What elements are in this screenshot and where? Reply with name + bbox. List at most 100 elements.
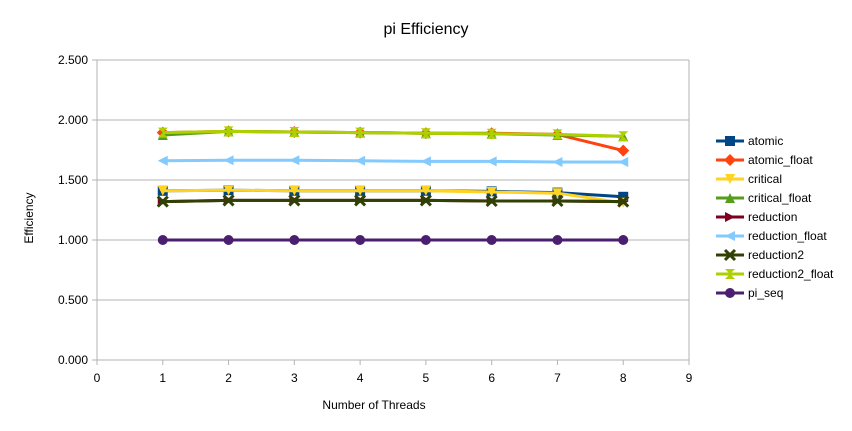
legend-label: reduction_float (748, 229, 827, 243)
data-point-critical (420, 185, 431, 196)
series-reduction2 (156, 194, 630, 208)
series-critical (157, 185, 629, 208)
legend-item-critical_float: critical_float (716, 191, 812, 205)
data-point-pi_seq (289, 235, 300, 245)
data-point-reduction2_float (157, 127, 168, 138)
marker-stroke (485, 194, 498, 208)
gridlines (97, 59, 689, 361)
data-point-reduction_float (289, 155, 300, 166)
data-point-reduction_float (618, 157, 629, 167)
legend-item-atomic: atomic (716, 134, 783, 148)
series-line-critical (162, 188, 624, 205)
data-point-pi_seq (355, 235, 366, 245)
data-point-reduction2 (288, 194, 301, 207)
legend-swatch-marker (724, 154, 736, 166)
data-point-reduction_float (157, 155, 168, 166)
data-point-reduction_float (552, 157, 563, 167)
data-point-reduction2_float (486, 128, 497, 139)
y-tick-label: 2.500 (58, 53, 88, 67)
legend-label: atomic_float (748, 153, 813, 167)
y-tick-label: 0.000 (58, 353, 88, 367)
data-point-reduction2_float (223, 126, 234, 137)
series-reduction2_float (157, 126, 629, 142)
legend-label: reduction2 (748, 248, 804, 262)
data-point-reduction2_float (420, 128, 431, 139)
legend-swatch-marker (725, 174, 735, 184)
data-point-critical (157, 185, 168, 196)
legend-label: atomic (748, 134, 783, 148)
series-line-reduction2 (162, 198, 624, 204)
legend-item-reduction2_float: reduction2_float (716, 267, 834, 281)
legend: atomic atomic_float critical critical_float… (716, 134, 834, 300)
data-point-reduction2 (551, 194, 564, 208)
data-point-pi_seq (618, 235, 629, 245)
data-point-critical (223, 185, 234, 196)
legend-swatch-marker (725, 212, 735, 222)
legend-item-reduction: reduction (716, 210, 797, 224)
data-point-reduction2 (222, 194, 235, 207)
y-tick-label: 2.000 (58, 113, 88, 127)
y-tick-label: 1.000 (58, 233, 88, 247)
data-point-atomic_float (617, 144, 630, 157)
data-point-reduction2 (485, 194, 498, 208)
series-group (156, 125, 630, 245)
legend-label: pi_seq (748, 286, 783, 300)
legend-swatch-marker (723, 248, 737, 262)
x-tick-label: 8 (620, 371, 627, 385)
data-point-pi_seq (552, 235, 563, 245)
data-point-reduction2_float (289, 127, 300, 137)
axes: 0.000 0.500 1.000 1.500 2.000 2.500 0 1 2 3 4 5 6 7 8 9 (58, 53, 693, 385)
data-point-critical (486, 187, 497, 197)
data-point-reduction2_float (355, 127, 366, 138)
legend-label: reduction2_float (748, 267, 834, 281)
x-tick-label: 2 (225, 371, 232, 385)
y-tick-label: 0.500 (58, 293, 88, 307)
legend-label: reduction (748, 210, 797, 224)
data-point-pi_seq (157, 235, 168, 245)
data-point-reduction_float (420, 156, 431, 167)
legend-item-reduction_float: reduction_float (716, 229, 827, 243)
marker-stroke (723, 248, 737, 262)
series-reduction_float (157, 155, 629, 167)
x-tick-label: 0 (94, 371, 101, 385)
data-point-reduction2 (354, 194, 367, 207)
marker-stroke (551, 194, 564, 208)
data-point-reduction2 (617, 195, 630, 208)
data-point-critical (289, 185, 300, 196)
data-point-atomic (618, 191, 629, 202)
series-pi_seq (157, 235, 629, 245)
x-tick-label: 9 (686, 371, 693, 385)
x-tick-label: 4 (357, 371, 364, 385)
data-point-pi_seq (486, 235, 497, 245)
legend-item-critical: critical (716, 172, 782, 186)
legend-swatch-marker (725, 288, 735, 298)
marker-stroke (617, 195, 630, 208)
legend-swatch-marker (725, 193, 735, 203)
data-point-pi_seq (420, 235, 431, 245)
x-tick-label: 3 (291, 371, 298, 385)
legend-label: critical_float (748, 191, 812, 205)
x-tick-label: 1 (159, 371, 166, 385)
data-point-reduction_float (486, 156, 497, 167)
x-axis-label: Number of Threads (322, 398, 425, 412)
data-point-critical (355, 185, 366, 196)
data-point-reduction2_float (552, 129, 563, 140)
y-tick-label: 1.500 (58, 173, 88, 187)
data-point-reduction_float (355, 155, 366, 166)
marker-stroke (419, 194, 432, 207)
data-point-reduction_float (223, 155, 234, 166)
legend-swatch-marker (725, 231, 735, 241)
legend-item-pi_seq: pi_seq (716, 286, 783, 300)
legend-swatch-marker (725, 136, 735, 146)
marker-stroke (222, 194, 235, 207)
data-point-reduction2 (156, 195, 169, 208)
x-tick-label: 6 (488, 371, 495, 385)
legend-item-reduction2: reduction2 (716, 248, 804, 262)
marker-stroke (354, 194, 367, 207)
legend-item-atomic_float: atomic_float (716, 153, 813, 167)
marker-stroke (288, 194, 301, 207)
legend-label: critical (748, 172, 782, 186)
series-line-reduction_float (162, 158, 624, 164)
